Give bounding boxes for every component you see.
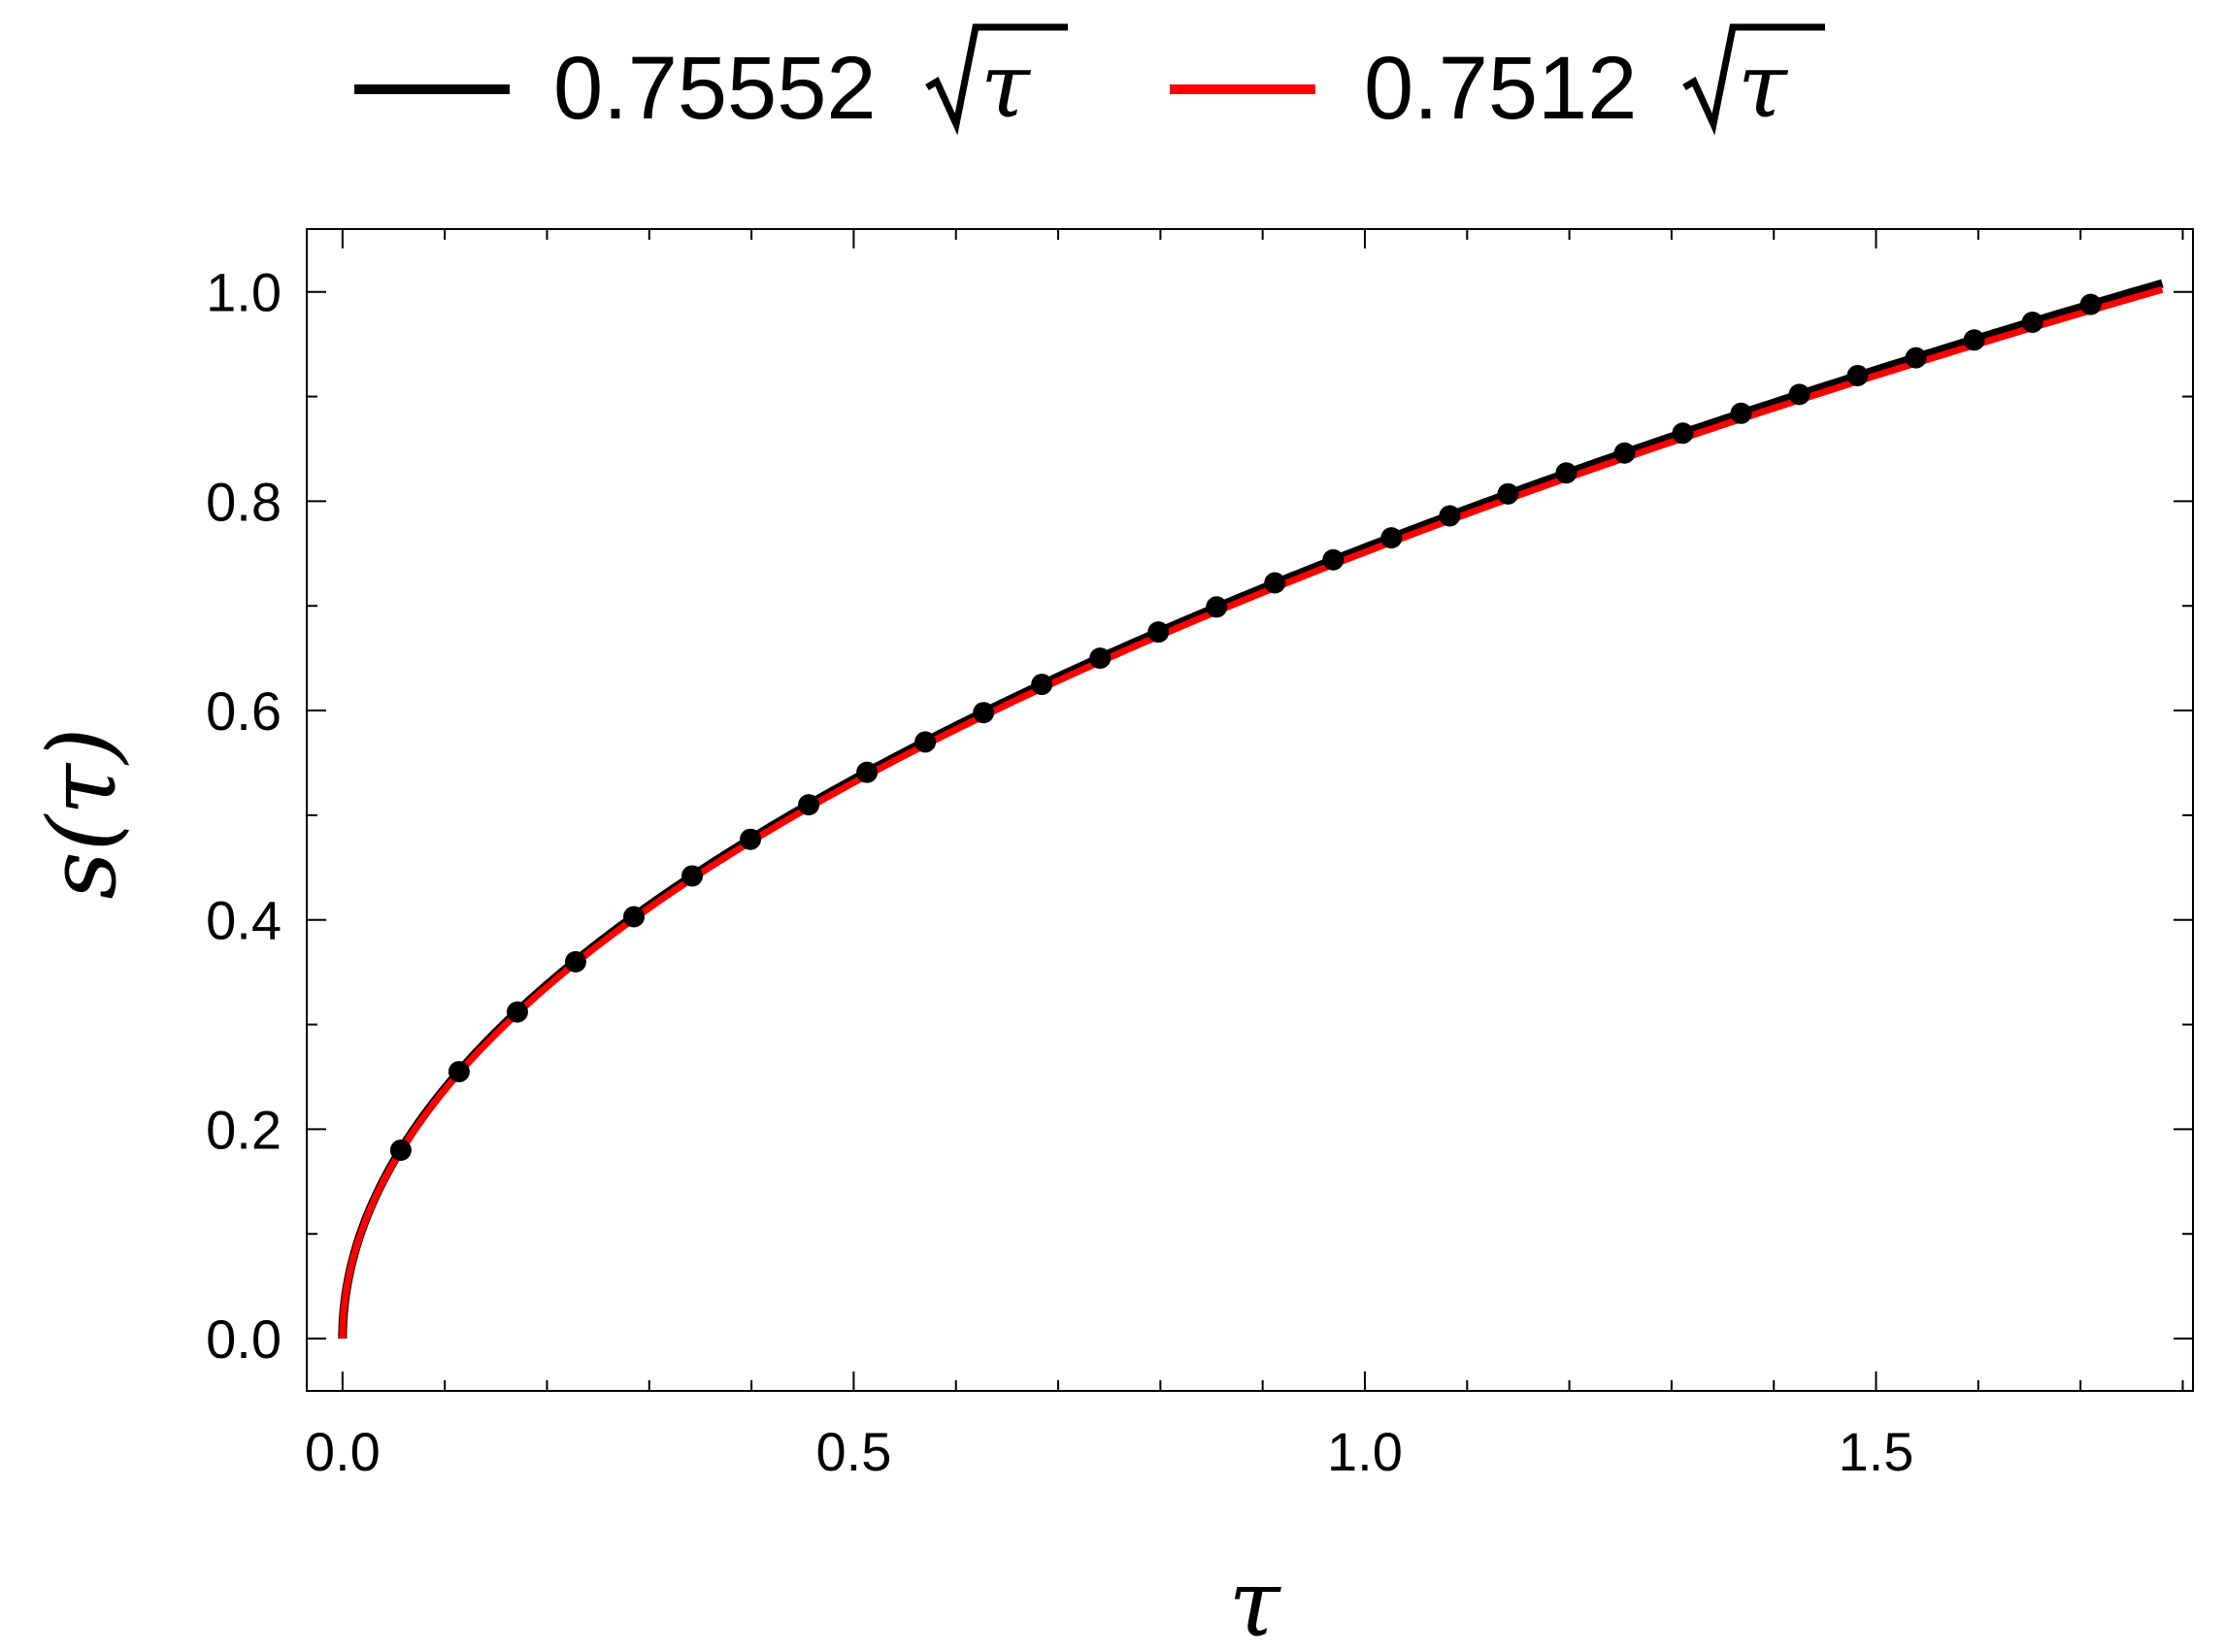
legend-sqrt-black: τ bbox=[925, 23, 1068, 138]
x-axis-title: τ bbox=[1228, 1549, 1281, 1652]
data-point bbox=[740, 828, 762, 850]
data-point bbox=[1963, 329, 1985, 351]
legend-label-red-expression: τ bbox=[1738, 34, 1789, 138]
data-point bbox=[798, 794, 820, 816]
legend-label-black-expression: τ bbox=[980, 34, 1032, 138]
data-point bbox=[856, 761, 879, 783]
data-point bbox=[1380, 527, 1403, 549]
data-point bbox=[973, 702, 995, 724]
series-line-black bbox=[338, 279, 2164, 1340]
data-point bbox=[389, 1139, 412, 1161]
sqrt-sign-black bbox=[925, 23, 1068, 136]
y-tick-label: 0.6 bbox=[206, 680, 282, 742]
data-point bbox=[1322, 548, 1345, 571]
data-point bbox=[1031, 674, 1053, 696]
plot-frame bbox=[306, 228, 2194, 1392]
y-tick-label: 0.8 bbox=[206, 471, 282, 532]
data-point bbox=[914, 731, 937, 753]
data-point bbox=[1846, 364, 1869, 386]
data-point bbox=[681, 865, 704, 887]
data-point bbox=[1089, 647, 1112, 670]
data-point bbox=[1264, 572, 1286, 594]
data-point bbox=[622, 906, 645, 928]
sqrt-sign-red bbox=[1682, 23, 1825, 136]
legend-sqrt-red: τ bbox=[1682, 23, 1825, 138]
data-point bbox=[1147, 621, 1170, 644]
data-point bbox=[2021, 311, 2043, 333]
ticks bbox=[307, 229, 2193, 1391]
x-tick-label: 1.5 bbox=[1839, 1421, 1914, 1482]
series-layer bbox=[338, 279, 2164, 1340]
y-axis-title: s(τ) bbox=[28, 727, 137, 899]
data-point bbox=[448, 1061, 470, 1083]
data-point bbox=[1730, 402, 1752, 424]
data-point bbox=[1439, 505, 1461, 527]
tick-labels: 0.0 0.5 1.0 1.5 0.0 0.2 0.4 0.6 0.8 1.0 bbox=[206, 262, 1913, 1482]
y-tick-label: 1.0 bbox=[206, 262, 282, 323]
legend: 0.75552 τ 0.7512 τ bbox=[354, 23, 1825, 138]
data-point bbox=[564, 950, 586, 973]
data-point bbox=[1497, 482, 1519, 505]
y-tick-label: 0.2 bbox=[206, 1099, 282, 1160]
y-tick-label: 0.0 bbox=[206, 1308, 282, 1370]
data-point bbox=[1672, 422, 1694, 445]
data-point bbox=[1206, 596, 1228, 618]
data-point bbox=[1788, 383, 1810, 406]
x-tick-label: 0.5 bbox=[815, 1421, 891, 1482]
legend-label-red-coefficient: 0.7512 bbox=[1364, 39, 1637, 138]
legend-label-black-coefficient: 0.75552 bbox=[553, 39, 877, 138]
series-line-red bbox=[339, 285, 2164, 1339]
x-tick-label: 1.0 bbox=[1327, 1421, 1403, 1482]
data-point bbox=[506, 1001, 528, 1023]
data-point bbox=[1905, 347, 1927, 369]
y-tick-label: 0.4 bbox=[206, 890, 282, 951]
points-layer bbox=[389, 293, 2102, 1161]
data-point bbox=[2079, 293, 2102, 315]
x-tick-label: 0.0 bbox=[305, 1421, 381, 1482]
data-point bbox=[1613, 442, 1636, 464]
data-point bbox=[1555, 462, 1577, 484]
